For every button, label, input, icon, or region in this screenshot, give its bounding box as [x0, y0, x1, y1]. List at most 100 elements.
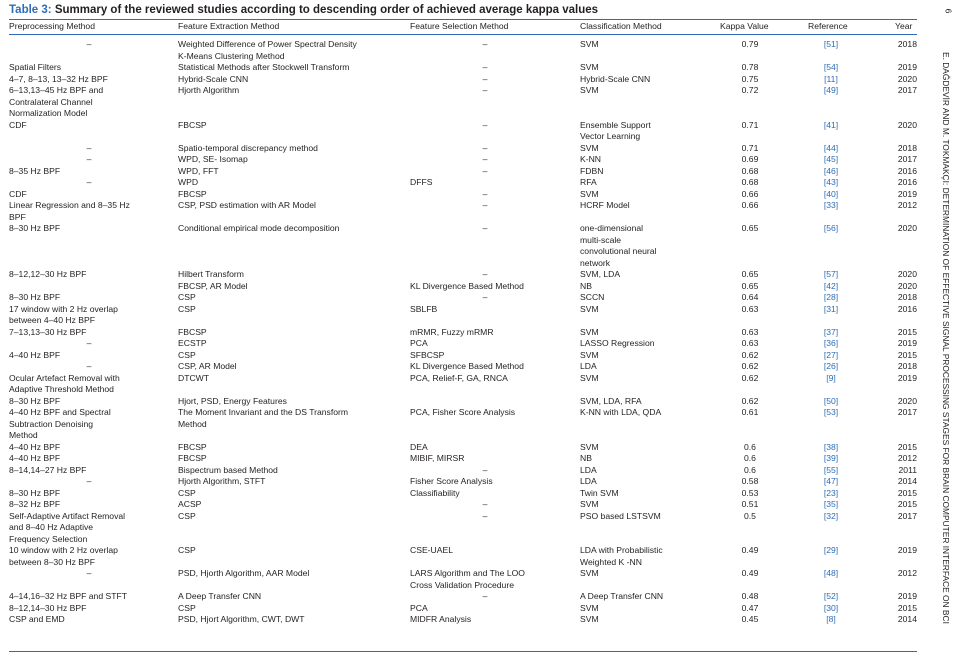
cell-classification: SVM: [580, 568, 599, 578]
cell-kappa: 0.62: [741, 349, 759, 360]
cell-reference[interactable]: [49]: [823, 85, 839, 95]
cell-feature-extraction: FBCSP: [178, 441, 207, 452]
cell-reference[interactable]: [50]: [823, 395, 839, 406]
cell-preprocessing: –: [86, 142, 92, 153]
cell-reference[interactable]: [56]: [823, 223, 839, 233]
cell-reference[interactable]: [11]: [824, 73, 838, 84]
cell-reference[interactable]: [54]: [823, 62, 839, 72]
cell-classification: FDBN: [580, 165, 604, 176]
cell-reference[interactable]: [39]: [823, 453, 839, 463]
cell-preprocessing: CSP and EMD: [9, 614, 65, 624]
table-row: 17 window with 2 Hz overlap between 4–40…: [0, 304, 930, 327]
cell-preprocessing: 10 window with 2 Hz overlap between 8–30…: [9, 545, 118, 567]
header-classification: Classification Method: [580, 21, 662, 31]
cell-preprocessing: –: [86, 154, 92, 164]
cell-reference[interactable]: [37]: [823, 326, 839, 337]
page-number: 6: [943, 8, 954, 14]
cell-preprocessing: –: [86, 177, 92, 187]
cell-feature-selection: mRMR, Fuzzy mRMR: [410, 326, 494, 337]
cell-feature-selection: –: [482, 119, 488, 130]
cell-preprocessing: 4–40 Hz BPF: [9, 349, 61, 360]
cell-feature-selection: CSE-UAEL: [410, 545, 453, 555]
cell-reference[interactable]: [42]: [823, 280, 839, 291]
cell-kappa: 0.6: [744, 464, 756, 475]
cell-reference[interactable]: [32]: [823, 510, 839, 521]
cell-feature-selection: Fisher Score Analysis: [410, 476, 493, 486]
cell-reference[interactable]: [55]: [823, 464, 839, 475]
cell-classification: K-NN with LDA, QDA: [580, 407, 662, 417]
cell-feature-extraction: Hjort, PSD, Energy Features: [178, 395, 287, 406]
cell-year: 2018: [897, 142, 917, 153]
cell-feature-selection: DFFS: [410, 177, 433, 187]
cell-kappa: 0.61: [741, 407, 759, 417]
cell-feature-extraction: DTCWT: [178, 372, 210, 383]
cell-classification: Ensemble Support Vector Learning: [580, 119, 651, 142]
cell-reference[interactable]: [38]: [823, 441, 839, 452]
cell-reference[interactable]: [46]: [823, 165, 839, 176]
cell-reference[interactable]: [35]: [823, 499, 839, 509]
cell-reference[interactable]: [45]: [823, 154, 839, 164]
cell-feature-extraction: A Deep Transfer CNN: [178, 591, 262, 601]
cell-reference[interactable]: [30]: [823, 602, 839, 613]
cell-reference[interactable]: [23]: [823, 487, 839, 498]
cell-feature-selection: MIBIF, MIRSR: [410, 453, 465, 463]
cell-year: 2012: [897, 453, 917, 463]
cell-reference[interactable]: [43]: [823, 177, 839, 187]
cell-feature-extraction: FBCSP: [178, 188, 207, 199]
cell-classification: one-dimensional multi-scale convolutiona…: [580, 223, 657, 268]
cell-reference[interactable]: [9]: [826, 372, 836, 383]
cell-preprocessing: Spatial Filters: [9, 62, 62, 72]
table-title: Summary of the reviewed studies accordin…: [54, 4, 599, 16]
cell-kappa: 0.63: [741, 303, 759, 314]
cell-feature-extraction: CSP, AR Model: [178, 361, 237, 371]
table-row: 6–13,13–45 Hz BPF and Contralateral Chan…: [0, 85, 930, 120]
cell-feature-selection: –: [482, 154, 488, 164]
cell-feature-extraction: Hjorth Algorithm, STFT: [178, 476, 266, 486]
cell-kappa: 0.62: [741, 361, 759, 371]
cell-reference[interactable]: [52]: [823, 591, 839, 601]
cell-reference[interactable]: [29]: [823, 545, 839, 555]
cell-reference[interactable]: [36]: [823, 338, 839, 348]
cell-preprocessing: –: [86, 476, 92, 486]
cell-classification: RFA: [580, 177, 597, 187]
cell-reference[interactable]: [26]: [823, 361, 839, 371]
cell-reference[interactable]: [48]: [823, 568, 839, 578]
table-row: 7–13,13–30 Hz BPF FBCSP mRMR, Fuzzy mRMR SV…: [0, 327, 930, 339]
cell-preprocessing: Linear Regression and 8–35 Hz BPF: [9, 200, 130, 222]
cell-reference[interactable]: [44]: [823, 142, 839, 153]
cell-feature-selection: –: [482, 73, 488, 84]
cell-year: 2019: [897, 188, 917, 199]
cell-preprocessing: 4–40 Hz BPF: [9, 453, 61, 463]
cell-classification: Twin SVM: [580, 487, 619, 498]
cell-feature-extraction: Conditional empirical mode decomposition: [178, 223, 340, 233]
cell-year: 2019: [897, 372, 917, 383]
cell-year: 2017: [897, 85, 917, 95]
table-row: – PSD, Hjorth Algorithm, AAR Model LARS Al…: [0, 568, 930, 591]
cell-year: 2016: [897, 165, 917, 176]
cell-reference[interactable]: [8]: [826, 614, 836, 624]
cell-reference[interactable]: [57]: [823, 269, 839, 279]
cell-reference[interactable]: [47]: [823, 476, 839, 486]
cell-year: 2012: [897, 568, 917, 578]
cell-reference[interactable]: [41]: [823, 119, 839, 130]
table-row: CDF FBCSP – Ensemble Support Vector Learnin…: [0, 120, 930, 143]
cell-reference[interactable]: [53]: [823, 407, 839, 417]
cell-preprocessing: 8–35 Hz BPF: [9, 165, 61, 176]
cell-feature-extraction: Hilbert Transform: [178, 269, 244, 279]
cell-feature-selection: –: [482, 499, 488, 509]
cell-feature-selection: –: [482, 188, 488, 199]
cell-classification: SCCN: [580, 292, 605, 302]
cell-reference[interactable]: [33]: [823, 200, 839, 210]
cell-reference[interactable]: [27]: [823, 349, 839, 360]
cell-feature-extraction: Weighted Difference of Power Spectral De…: [178, 39, 357, 61]
cell-reference[interactable]: [40]: [823, 188, 839, 199]
cell-reference[interactable]: [51]: [823, 39, 839, 49]
cell-reference[interactable]: [28]: [823, 292, 839, 302]
cell-feature-extraction: CSP: [178, 292, 196, 302]
cell-reference[interactable]: [31]: [823, 303, 839, 314]
cell-year: 2015: [897, 499, 917, 509]
cell-feature-selection: KL Divergence Based Method: [410, 361, 524, 371]
table-row: – WPD, SE- Isomap – K-NN 0.69 [45] 2017: [0, 154, 930, 166]
cell-feature-selection: KL Divergence Based Method: [410, 280, 524, 291]
cell-classification: LDA with Probabilistic Weighted K -NN: [580, 545, 663, 567]
